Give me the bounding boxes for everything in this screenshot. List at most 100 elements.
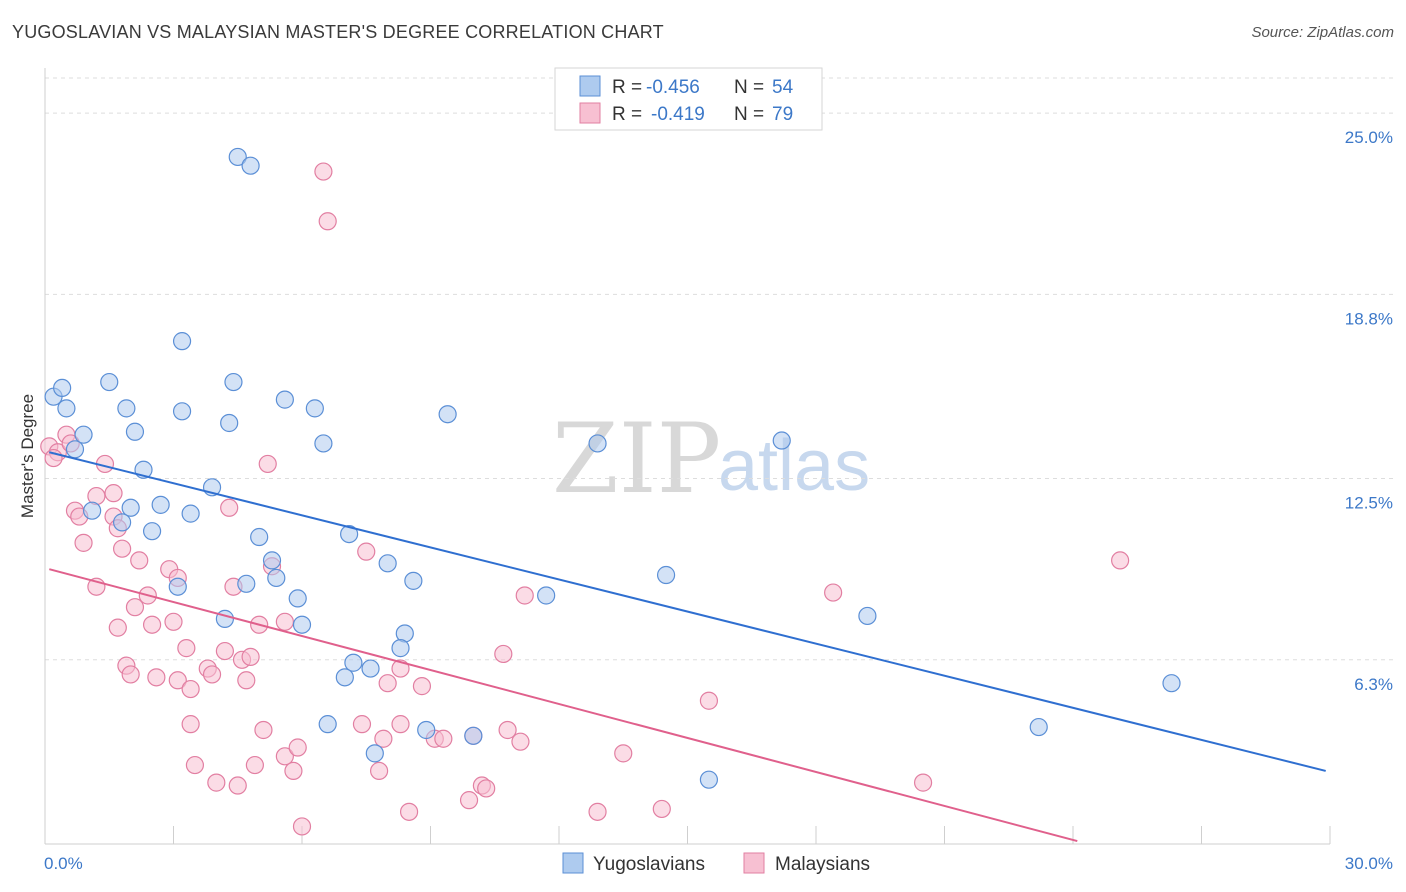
malaysians-point: [121, 665, 140, 684]
yugoslavians-point: [172, 332, 192, 351]
yugoslavians-point: [112, 513, 132, 532]
malaysians-point: [237, 671, 256, 690]
yugoslavians-point: [391, 639, 410, 658]
malaysians-point: [245, 755, 264, 775]
legend-n-value-1: 54: [772, 77, 794, 98]
malaysians-point: [130, 551, 149, 570]
malaysians-point: [374, 729, 393, 748]
yugoslavians-point: [305, 399, 324, 418]
malaysians-point: [181, 679, 200, 699]
malaysians-point: [147, 668, 166, 687]
chart-source: Source: ZipAtlas.com: [1251, 24, 1394, 41]
yugoslavians-point: [404, 571, 423, 590]
malaysians-point: [215, 641, 234, 661]
malaysians-point: [104, 484, 123, 503]
yugoslavians-point: [344, 653, 363, 672]
malaysians-point: [275, 612, 294, 631]
x-axis-ticks: [173, 826, 1331, 844]
malaysians-point: [352, 715, 372, 734]
malaysians-point: [498, 720, 517, 740]
malaysians-points: [40, 162, 1130, 836]
yugoslavians-point: [1162, 674, 1181, 693]
watermark-zip: ZIP: [552, 403, 721, 515]
trendlines: [49, 451, 1326, 843]
x-tick-label-min: 0.0%: [44, 854, 83, 873]
malaysians-point: [378, 674, 397, 693]
yugoslavians-point: [292, 615, 312, 634]
malaysians-point: [202, 665, 222, 684]
yugoslavians-point: [142, 522, 162, 541]
yugoslavians-point: [656, 565, 676, 585]
bottom-legend-label-yugoslavians: Yugoslavians: [593, 854, 705, 875]
x-tick-label-max: 30.0%: [1345, 854, 1393, 873]
malaysians-point: [459, 791, 479, 810]
yugoslavians-point: [168, 577, 187, 596]
malaysians-point: [588, 802, 607, 821]
watermark-atlas: atlas: [718, 426, 870, 506]
yugoslavians-point: [224, 372, 243, 392]
malaysians-trendline: [49, 568, 1078, 843]
yugoslavians-point: [417, 720, 436, 740]
yugoslavians-point: [588, 434, 607, 453]
yugoslavians-point: [57, 399, 76, 418]
malaysians-point: [699, 691, 719, 710]
malaysians-point: [220, 498, 239, 517]
bottom-legend-label-malaysians: Malaysians: [775, 854, 870, 875]
yugoslavians-point: [117, 399, 136, 418]
yugoslavians-point: [1029, 717, 1048, 737]
yugoslavians-point: [314, 434, 333, 453]
malaysians-point: [1111, 551, 1130, 570]
yugoslavians-point: [53, 378, 72, 398]
legend-n-label-2: N =: [734, 104, 764, 125]
yugoslavians-point: [340, 524, 359, 544]
legend-r-value-2: -0.419: [651, 104, 705, 125]
malaysians-point: [391, 715, 410, 734]
yugoslavians-trendline: [49, 451, 1326, 772]
malaysians-point: [318, 212, 337, 231]
malaysians-point: [824, 583, 843, 602]
yugoslavians-point: [772, 431, 791, 450]
malaysians-point: [434, 729, 453, 748]
yugoslavians-point: [121, 498, 140, 517]
yugoslavians-point: [378, 554, 397, 573]
yugoslavians-point: [237, 574, 256, 593]
yugoslavians-point: [74, 425, 93, 444]
legend-r-value-1: -0.456: [646, 77, 700, 98]
yugoslavians-point: [172, 402, 192, 421]
malaysians-point: [614, 744, 633, 763]
y-tick-label: 18.8%: [1345, 309, 1393, 328]
yugoslavians-point: [250, 527, 269, 547]
yugoslavians-point: [537, 586, 556, 605]
y-tick-labels: 6.3% 12.5% 18.8% 25.0%: [1345, 128, 1393, 694]
legend-r-label-1: R =: [612, 77, 642, 98]
yugoslavians-point: [220, 413, 239, 433]
legend-n-value-2: 79: [772, 104, 793, 125]
malaysians-point: [494, 644, 513, 664]
stats-legend: R = -0.456 N = 54 R = -0.419 N = 79: [554, 67, 823, 131]
y-axis-label: Master's Degree: [18, 394, 37, 518]
yugoslavians-point: [335, 668, 354, 687]
yugoslavians-point: [438, 405, 457, 424]
malaysians-point: [284, 761, 303, 781]
malaysians-point: [241, 647, 260, 666]
malaysians-point: [74, 533, 93, 552]
malaysians-point: [142, 615, 162, 634]
yugoslavians-point: [181, 504, 200, 523]
malaysians-point: [112, 539, 132, 558]
malaysians-point: [515, 586, 534, 605]
malaysians-point: [288, 738, 307, 757]
malaysians-point: [164, 612, 183, 631]
malaysians-point: [258, 454, 277, 474]
bottom-legend-swatch-yugoslavians: [562, 852, 584, 874]
yugoslavians-point: [267, 568, 286, 588]
legend-swatch-malaysians: [579, 102, 601, 124]
malaysians-point: [511, 732, 530, 751]
yugoslavians-point: [125, 422, 145, 441]
legend-n-label-1: N =: [734, 77, 764, 98]
yugoslavians-point: [65, 440, 85, 459]
malaysians-point: [292, 817, 312, 836]
malaysians-point: [652, 799, 671, 819]
yugoslavians-point: [262, 551, 282, 570]
chart-title: YUGOSLAVIAN VS MALAYSIAN MASTER'S DEGREE…: [12, 22, 664, 42]
malaysians-point: [185, 755, 205, 775]
